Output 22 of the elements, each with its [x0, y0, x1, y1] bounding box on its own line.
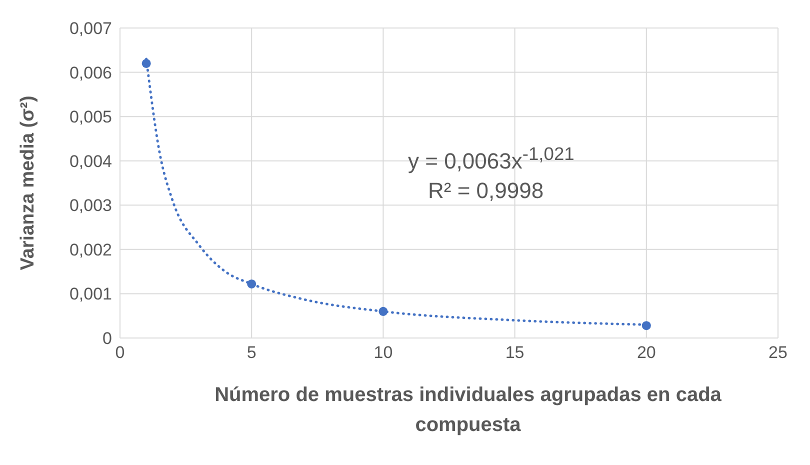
point: [378, 306, 388, 316]
x-tick-label: 5: [246, 343, 256, 362]
y-tick-label: 0,004: [69, 152, 112, 171]
point: [642, 321, 651, 330]
x-tick-label: 10: [374, 343, 393, 362]
y-tick-label: 0,001: [69, 284, 112, 304]
annotation: y = 0,0063x$^{-1,021}$: [408, 143, 574, 174]
y-axis-title: Varianza media (σ²): [17, 96, 39, 270]
x-tick-label: 25: [768, 343, 788, 362]
y-tick-label: 0,003: [69, 196, 112, 216]
y-tick-label: 0,005: [69, 108, 112, 127]
y-tick-label: 0: [102, 329, 112, 348]
x-tick-label: 20: [636, 343, 656, 362]
x-tick-label: 15: [505, 343, 524, 362]
y-tick-label: 0,002: [69, 240, 112, 260]
point: [247, 279, 256, 288]
y-tick-label: 0,006: [69, 63, 112, 82]
annotation: R² = 0,9998: [428, 178, 544, 204]
y-tick-label: 0,007: [69, 19, 112, 38]
point: [142, 58, 151, 68]
x-axis-title: Número de muestras individuales agrupadas en cada compuesta: [214, 383, 722, 438]
x-tick-label: 0: [115, 343, 125, 362]
